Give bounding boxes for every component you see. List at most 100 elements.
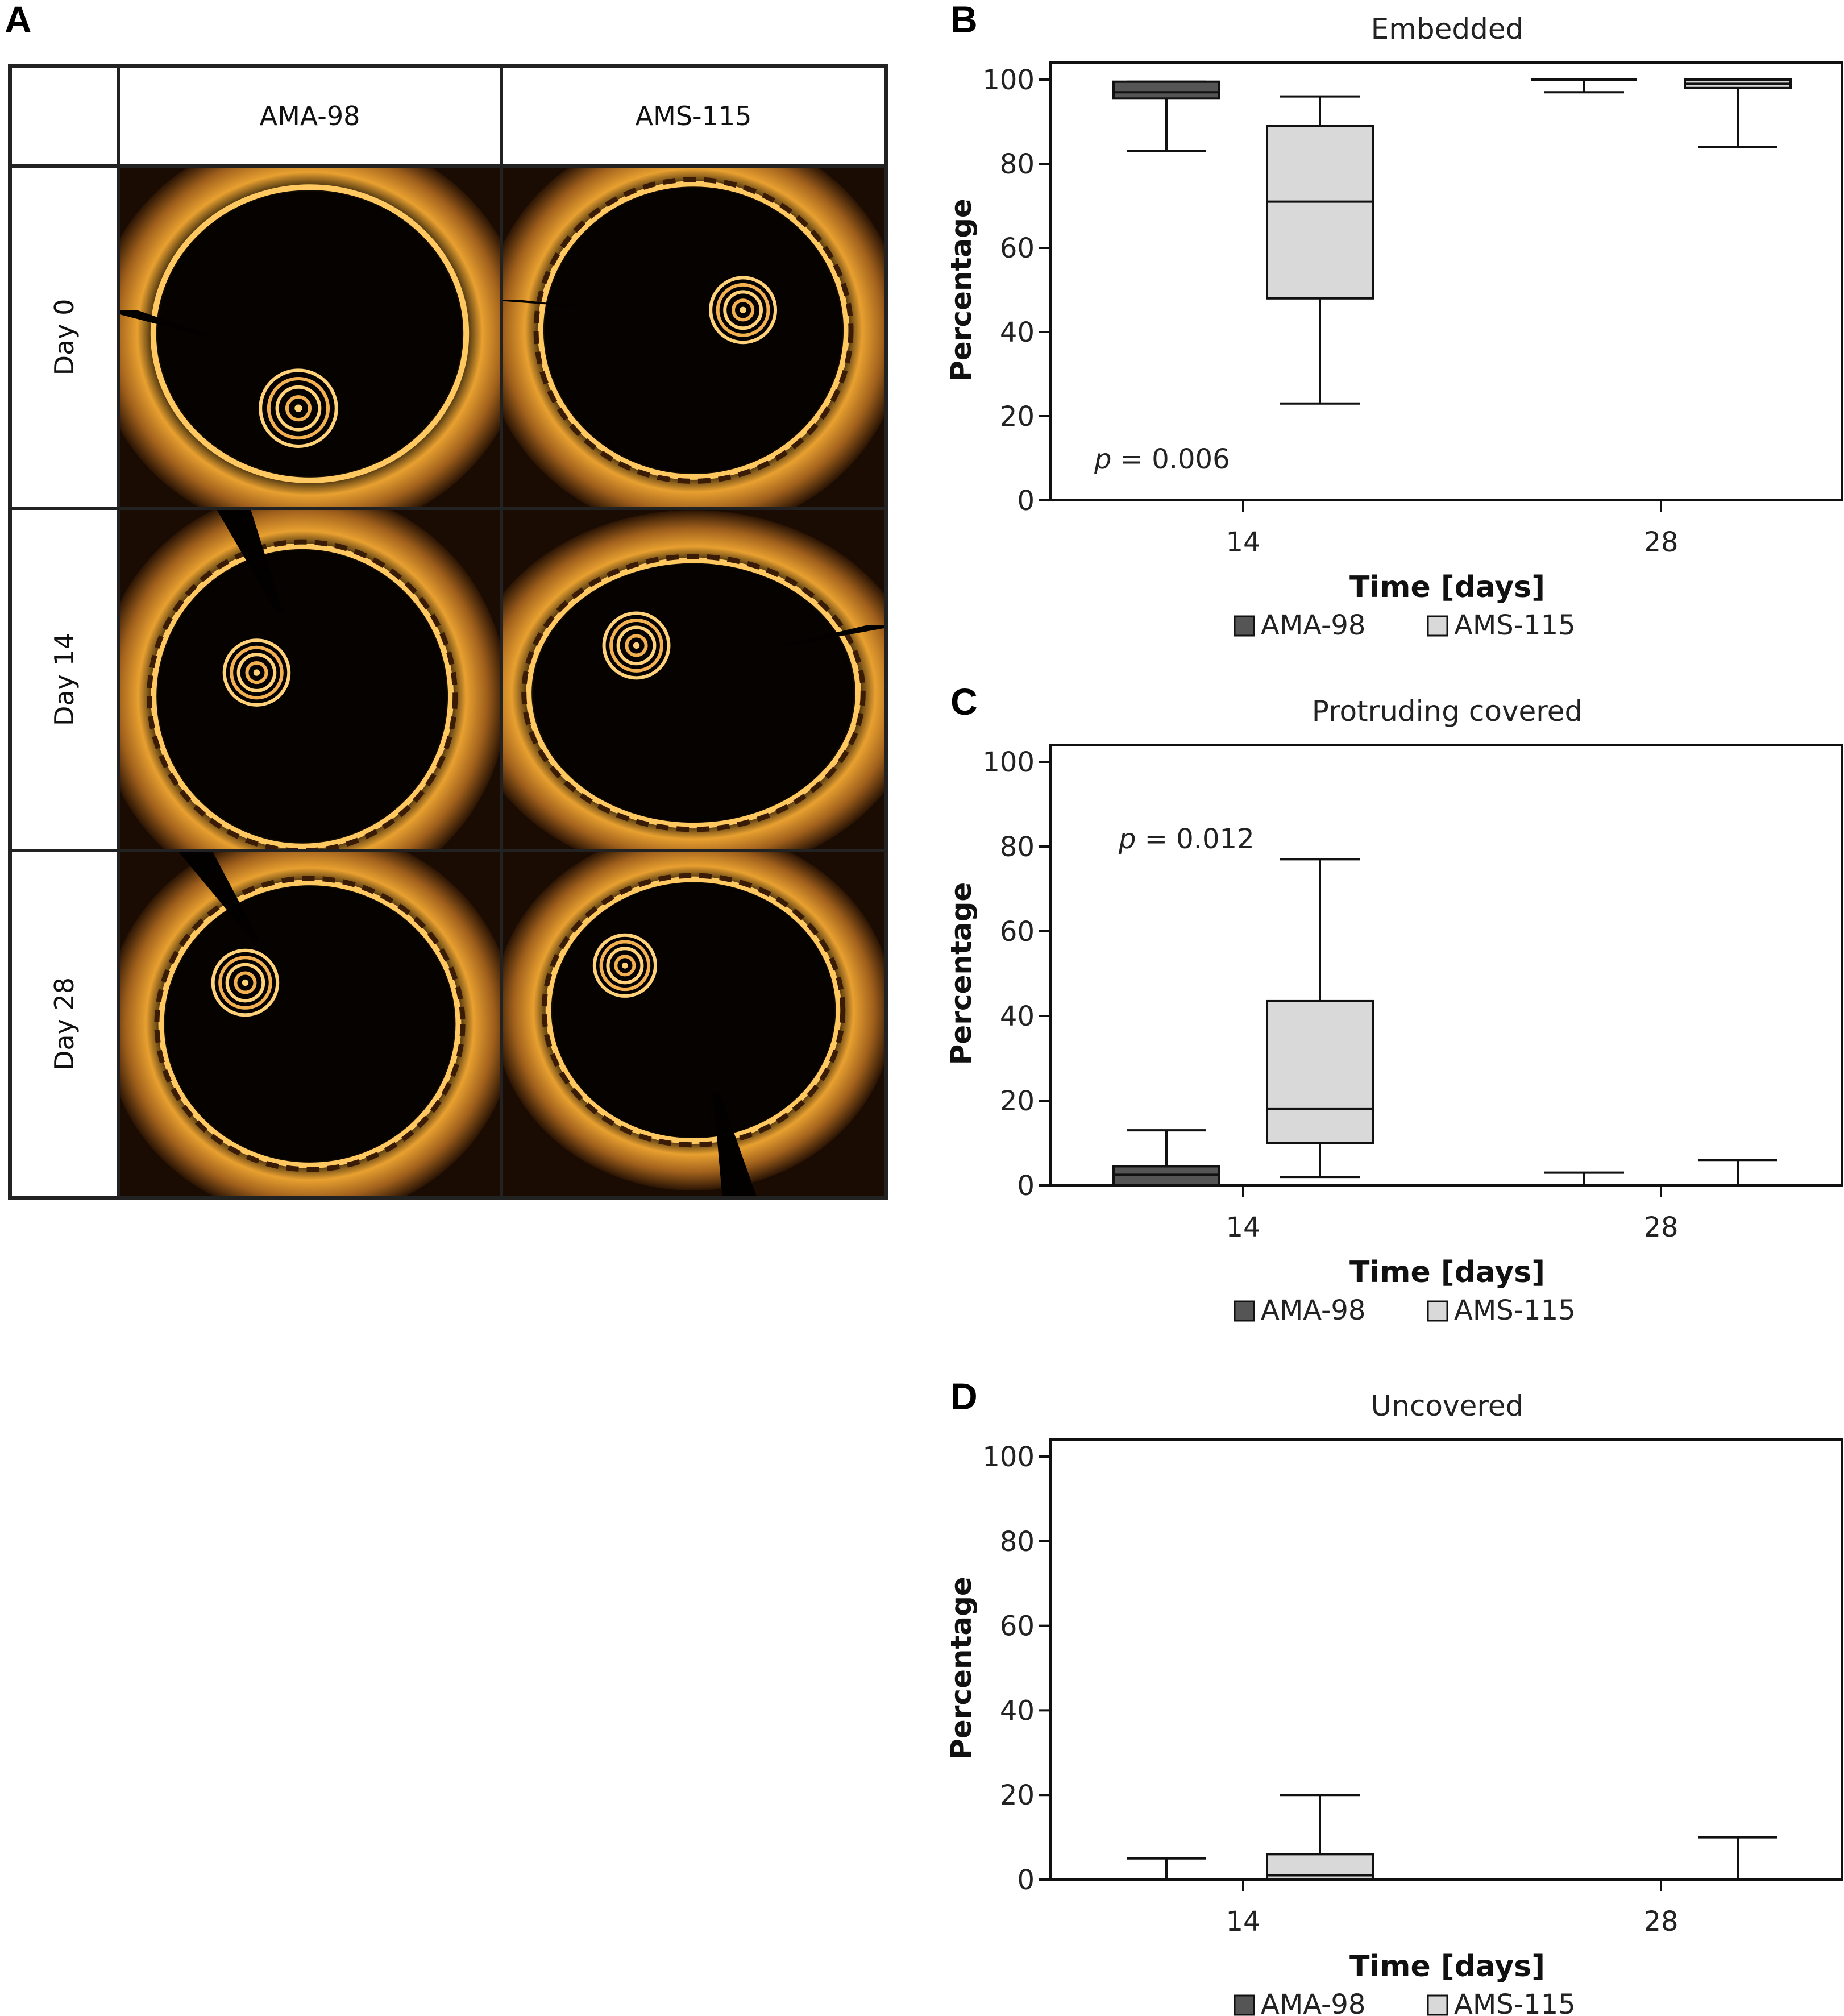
column-header-ams115: AMS-115 [503,68,884,164]
catheter-ring [625,634,648,657]
catheter-ring [285,395,312,422]
y-axis-label: Percentage [945,198,978,381]
catheter-ring [218,956,272,1010]
box-ams-115-28 [1685,1836,1791,1881]
catheter-ring [709,276,778,345]
p-value-symbol: p [1118,823,1136,855]
plot-frame [1049,744,1843,1187]
y-axis-label: Percentage [945,1577,978,1760]
x-tick-label: 14 [1226,1212,1260,1243]
catheter-ring [259,368,338,448]
catheter-ring [614,955,636,977]
x-tick-label: 28 [1643,1212,1678,1243]
p-value-text: = 0.006 [1111,443,1230,475]
box-iqr [1266,999,1374,1144]
chart-title: Protruding covered [1312,695,1583,728]
lumen [157,550,447,843]
catheter-ring [609,618,663,673]
lumen [533,564,854,822]
row-label-day14: Day 14 [12,510,117,849]
catheter-ring [602,611,671,680]
guidewire-shadow [713,1092,757,1196]
panel-letter-b: B [950,0,978,40]
panel-letter-a: A [5,0,32,40]
legend-swatch [1427,615,1448,637]
legend-swatch [1427,1994,1448,2016]
legend-label: AMS-115 [1454,1989,1576,2016]
catheter-core [740,306,746,314]
x-tick-label: 28 [1643,526,1678,558]
y-tick-label: 100 [982,746,1035,778]
y-axis-label: Percentage [945,882,978,1065]
catheter-core [294,404,302,412]
panel-letter-d: D [950,1375,978,1417]
chart-title: Uncovered [1371,1389,1524,1422]
box-ams-115-14 [1266,1794,1374,1881]
guidewire-shadow [503,300,583,307]
lumen-border [526,557,861,829]
box-ama-98-28 [1531,1171,1637,1187]
panel-letter-c: C [950,681,978,723]
oct-image-ama98-day14 [120,510,500,849]
oct-image-grid: AMA-98 AMS-115 Day 0 Day 14 Day 28 [8,64,888,1200]
y-tick-label: 100 [982,1441,1035,1473]
oct-image-ama98-day28 [120,852,500,1196]
y-tick-label: 40 [1000,1001,1035,1032]
y-tick-label: 80 [1000,1526,1035,1558]
chart-title: Embedded [1371,13,1524,45]
x-tick-label: 14 [1226,526,1260,558]
catheter-ring [592,933,657,998]
legend-swatch [1234,1300,1255,1322]
legend-label: AMA-98 [1261,1989,1365,2016]
catheter-ring [723,290,763,330]
stent-struts [147,539,458,849]
p-value-text: = 0.012 [1136,823,1254,855]
catheter-ring [606,947,644,985]
box-ama-98-28 [1531,78,1637,94]
legend-label: AMA-98 [1261,609,1365,641]
y-tick-label: 20 [1000,401,1035,433]
box-plot-panel-1: Embedded 0 20 40 60 80 100 14 28 Percentage Time [… [945,13,1843,641]
catheter-core [253,669,260,676]
catheter-ring [716,283,770,337]
oct-image-ama98-day0 [120,168,500,507]
y-tick-label: 60 [1000,1611,1035,1642]
stent-struts [521,554,866,832]
oct-image-ams115-day14 [503,510,884,849]
catheter-core [633,642,640,649]
box-plot-panel-3: Uncovered 0 20 40 60 80 100 14 28 Percentage Time … [945,1389,1843,2016]
y-tick-label: 40 [1000,1695,1035,1727]
guidewire-shadow [178,852,260,942]
catheter-ring [225,963,265,1003]
y-tick-label: 80 [1000,148,1035,180]
catheter-ring [267,377,330,440]
box-ama-98-14 [1112,80,1220,152]
guidewire-shadow [120,310,215,337]
stent-struts [154,876,466,1172]
guidewire-shadow [781,625,884,646]
legend-swatch [1427,1300,1448,1322]
x-tick-label: 14 [1226,1906,1260,1938]
box-ama-98-14 [1114,1857,1219,1881]
y-tick-label: 60 [1000,233,1035,264]
x-tick-label: 28 [1643,1906,1678,1938]
column-header-ama98: AMA-98 [120,68,500,164]
catheter-ring [211,948,280,1017]
y-tick-label: 60 [1000,916,1035,948]
y-tick-label: 0 [1017,485,1035,517]
column-header-label: AMA-98 [259,101,360,131]
y-tick-label: 100 [982,64,1035,96]
y-tick-label: 0 [1017,1864,1035,1896]
lumen [553,883,834,1138]
plot-frame [1049,1438,1843,1881]
box-ams-115-28 [1685,1159,1791,1187]
catheter-ring [222,638,291,707]
catheter-core [622,962,628,969]
box-ams-115-14 [1266,858,1374,1179]
box-plot-panel-2: Protruding covered 0 20 40 60 80 100 14 28 Percen… [945,695,1843,1326]
catheter-ring [275,385,322,432]
legend-label: AMA-98 [1261,1295,1365,1326]
y-tick-label: 40 [1000,317,1035,349]
box-iqr [1266,125,1374,300]
